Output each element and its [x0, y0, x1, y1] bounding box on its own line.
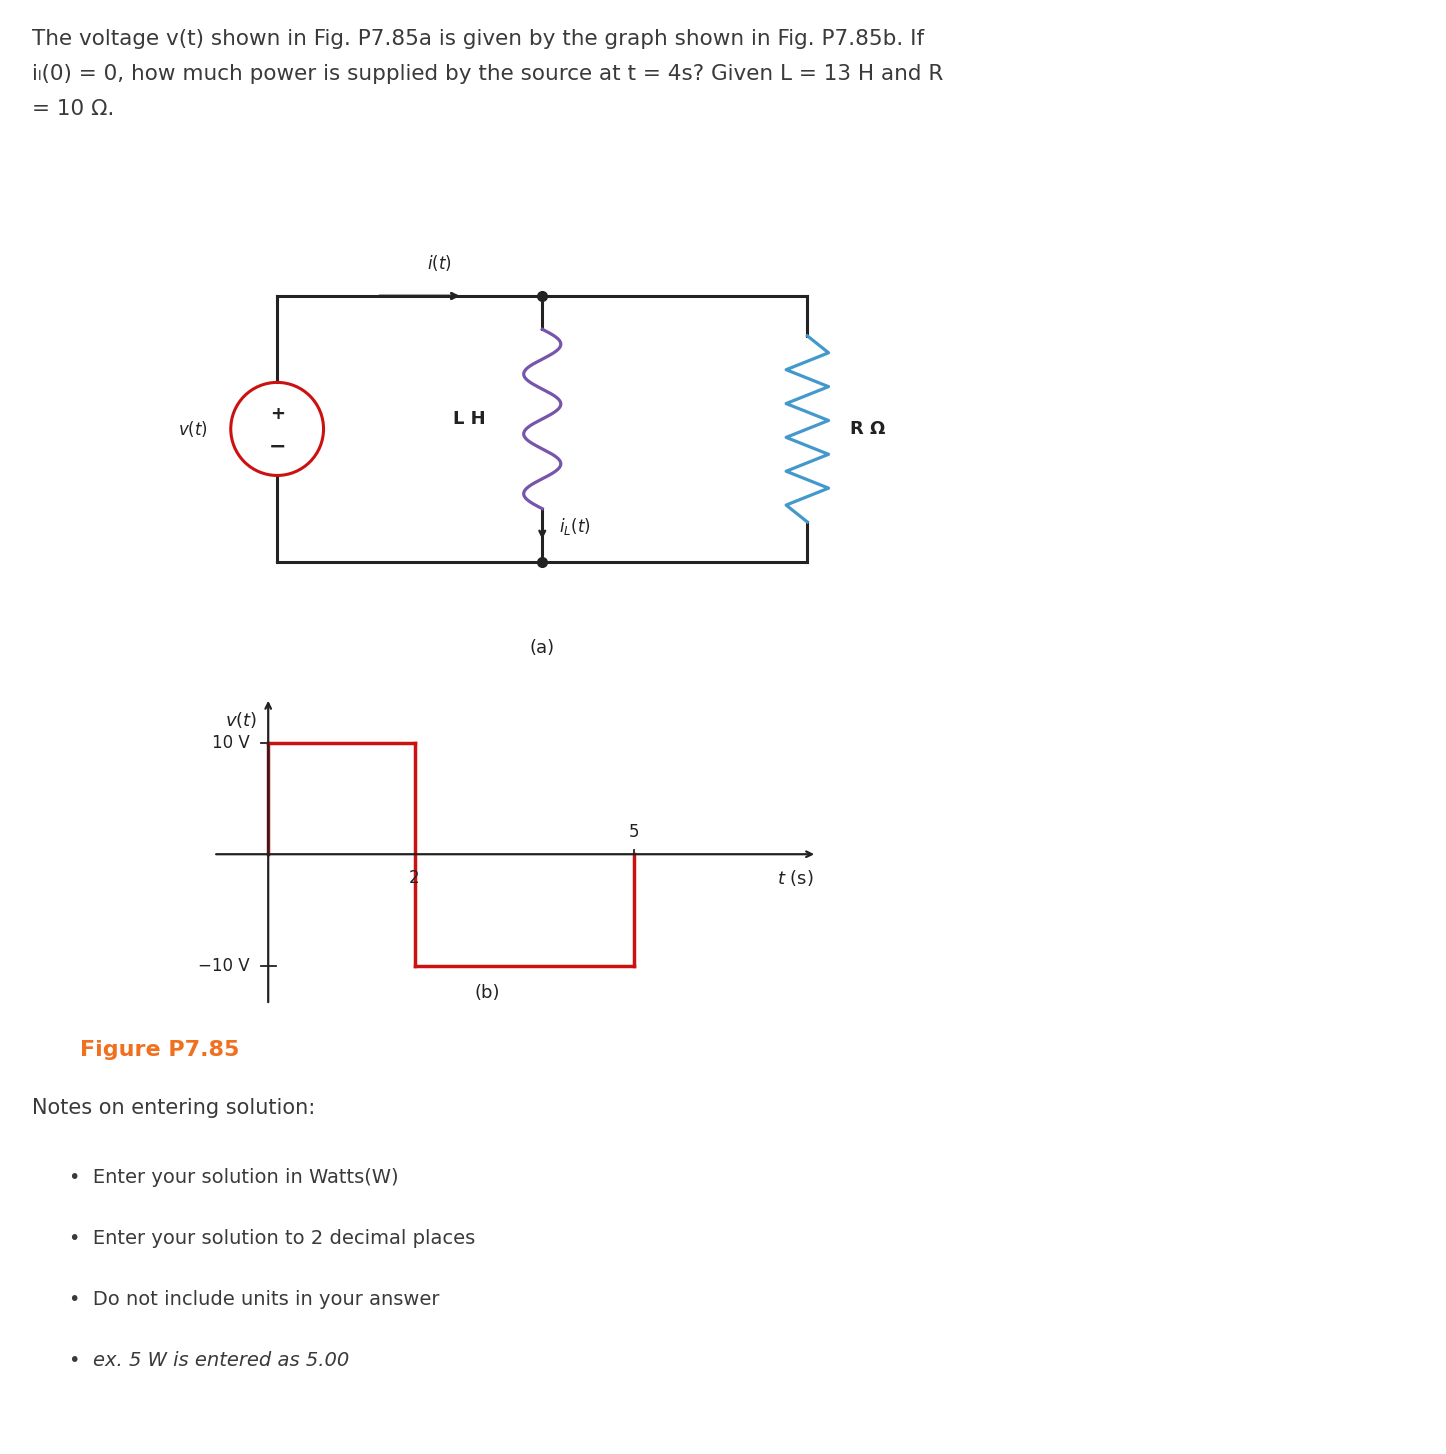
Text: $v(t)$: $v(t)$ — [178, 419, 208, 439]
Text: •  Do not include units in your answer: • Do not include units in your answer — [69, 1290, 440, 1309]
Text: 10 V: 10 V — [213, 734, 250, 752]
Text: Notes on entering solution:: Notes on entering solution: — [32, 1098, 315, 1118]
Text: +: + — [269, 406, 285, 423]
Text: •  Enter your solution in Watts(W): • Enter your solution in Watts(W) — [69, 1168, 399, 1186]
Text: $i_L(t)$: $i_L(t)$ — [558, 516, 590, 538]
Text: 5: 5 — [629, 823, 639, 840]
Text: •  Enter your solution to 2 decimal places: • Enter your solution to 2 decimal place… — [69, 1229, 476, 1248]
Text: The voltage v(t) shown in Fig. P7.85a is given by the graph shown in Fig. P7.85b: The voltage v(t) shown in Fig. P7.85a is… — [32, 29, 924, 49]
Text: −10 V: −10 V — [198, 957, 250, 974]
Text: $t$ (s): $t$ (s) — [777, 868, 813, 887]
Text: −: − — [269, 436, 286, 457]
Text: (b): (b) — [474, 983, 500, 1002]
Text: $v(t)$: $v(t)$ — [226, 711, 257, 730]
Text: = 10 Ω.: = 10 Ω. — [32, 99, 114, 119]
Text: 2: 2 — [409, 868, 419, 887]
Text: (a): (a) — [529, 640, 555, 657]
Text: Figure P7.85: Figure P7.85 — [80, 1040, 239, 1060]
Text: •  ex. 5 W is entered as 5.00: • ex. 5 W is entered as 5.00 — [69, 1351, 350, 1370]
Text: iₗ(0) = 0, how much power is supplied by the source at t = 4s? Given L = 13 H an: iₗ(0) = 0, how much power is supplied by… — [32, 64, 943, 84]
Text: L H: L H — [453, 410, 486, 427]
Text: R Ω: R Ω — [850, 420, 886, 438]
Text: $i(t)$: $i(t)$ — [427, 253, 451, 273]
